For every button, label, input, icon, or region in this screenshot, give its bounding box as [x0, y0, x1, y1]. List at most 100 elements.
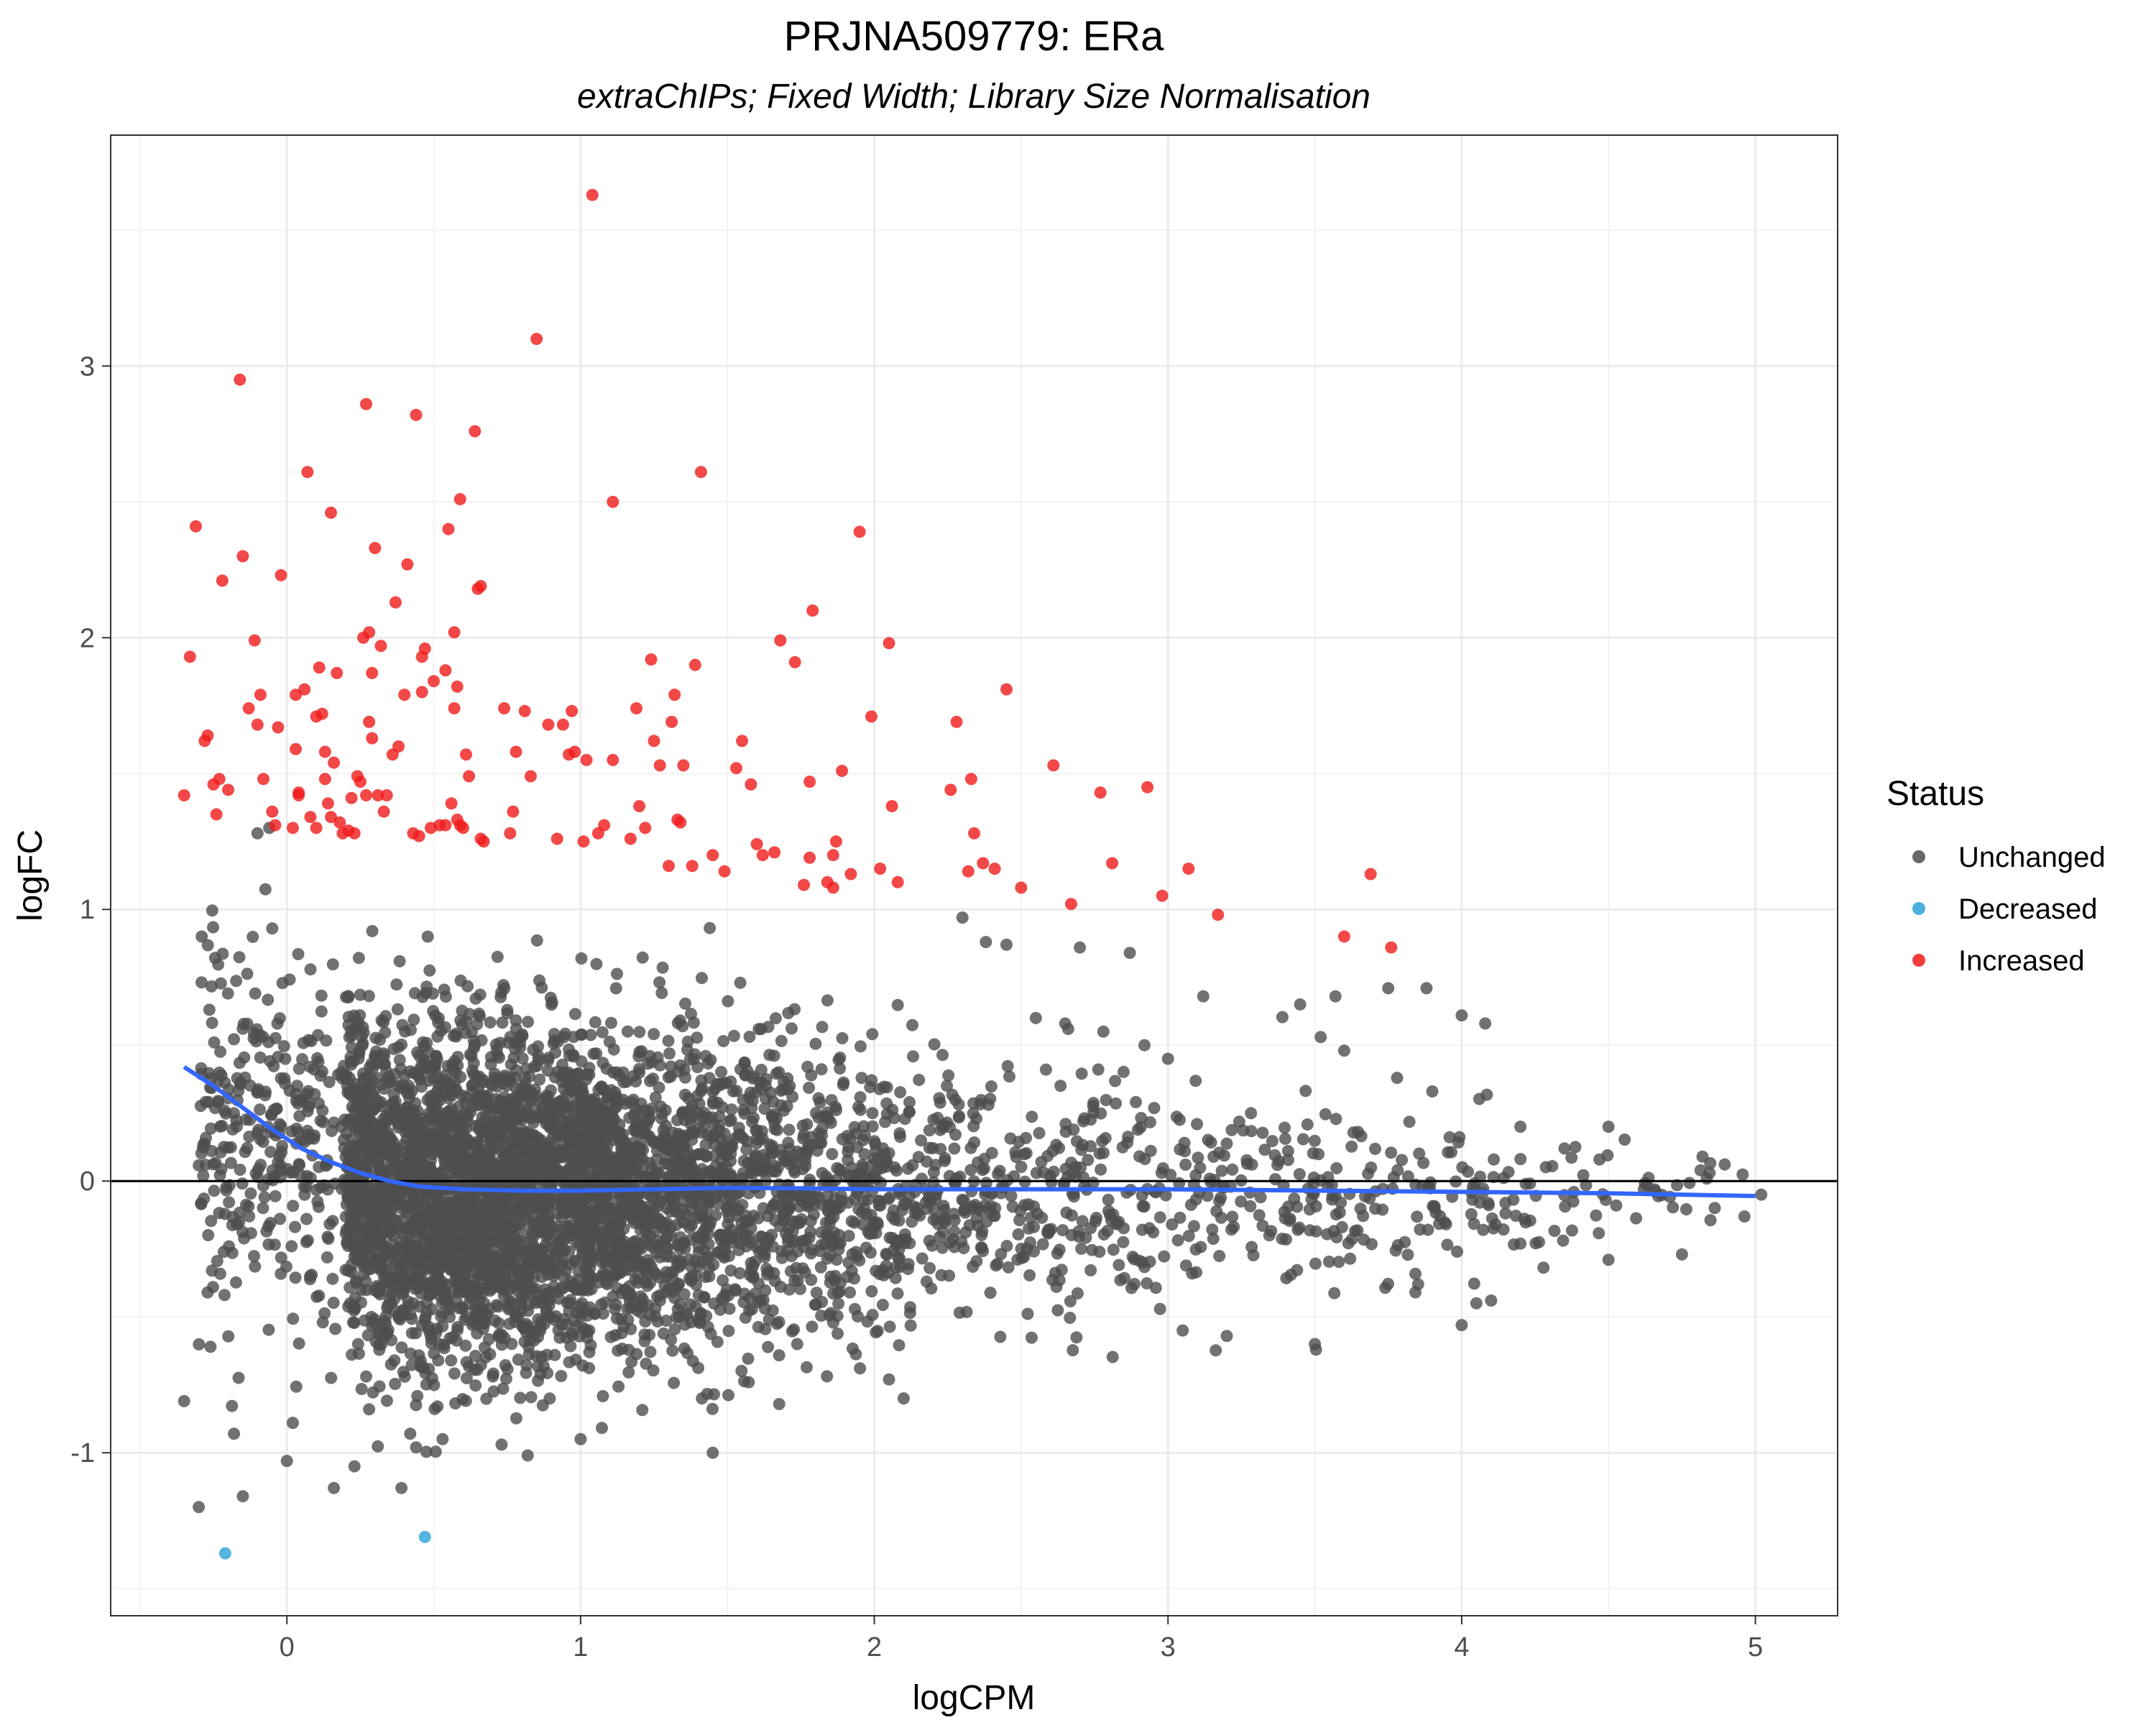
point-unchanged — [1005, 1190, 1018, 1202]
point-unchanged — [708, 1150, 721, 1162]
point-unchanged — [1439, 1218, 1452, 1230]
point-unchanged — [1354, 1202, 1367, 1215]
point-unchanged — [602, 1131, 614, 1144]
point-unchanged — [393, 1241, 406, 1254]
point-unchanged — [691, 1061, 704, 1074]
point-unchanged — [731, 1232, 743, 1245]
point-unchanged — [275, 1267, 287, 1280]
point-unchanged — [348, 1219, 361, 1232]
point-unchanged — [668, 1376, 681, 1389]
point-unchanged — [274, 1164, 287, 1177]
point-unchanged — [797, 1132, 810, 1145]
point-unchanged — [1143, 1116, 1156, 1128]
point-unchanged — [970, 1212, 983, 1225]
point-unchanged — [633, 1046, 646, 1058]
point-unchanged — [1577, 1169, 1590, 1182]
point-unchanged — [845, 1162, 858, 1174]
point-unchanged — [241, 967, 254, 980]
point-unchanged — [666, 1165, 679, 1178]
point-unchanged — [216, 947, 229, 960]
point-unchanged — [733, 1267, 746, 1279]
point-unchanged — [1468, 1218, 1480, 1230]
point-unchanged — [1076, 1215, 1089, 1228]
point-unchanged — [596, 1307, 609, 1320]
point-unchanged — [742, 1376, 755, 1389]
point-unchanged — [1509, 1210, 1522, 1222]
point-unchanged — [549, 1046, 562, 1059]
point-unchanged — [820, 1170, 833, 1183]
point-unchanged — [226, 1246, 239, 1259]
point-unchanged — [200, 1131, 212, 1144]
point-unchanged — [323, 1218, 336, 1230]
point-unchanged — [742, 1352, 755, 1365]
point-unchanged — [206, 1264, 218, 1277]
point-unchanged — [339, 1227, 352, 1240]
point-unchanged — [865, 1285, 878, 1298]
point-unchanged — [520, 1154, 533, 1167]
point-unchanged — [1362, 1167, 1375, 1180]
point-unchanged — [326, 958, 339, 971]
point-unchanged — [298, 1180, 310, 1193]
point-unchanged — [562, 1078, 575, 1091]
point-unchanged — [257, 1202, 270, 1215]
point-unchanged — [640, 1118, 653, 1131]
point-unchanged — [984, 1287, 997, 1300]
point-unchanged — [889, 1271, 902, 1284]
point-unchanged — [494, 990, 507, 1003]
point-unchanged — [994, 1330, 1007, 1343]
point-unchanged — [834, 1277, 847, 1290]
point-unchanged — [292, 948, 305, 960]
point-unchanged — [447, 1062, 460, 1075]
point-unchanged — [561, 1147, 573, 1160]
point-unchanged — [785, 1265, 797, 1278]
point-unchanged — [618, 1264, 631, 1276]
point-unchanged — [673, 1277, 686, 1290]
point-unchanged — [206, 1016, 218, 1029]
point-unchanged — [681, 1044, 694, 1056]
point-unchanged — [737, 1103, 750, 1116]
point-unchanged — [568, 1110, 581, 1123]
point-unchanged — [528, 1128, 540, 1141]
point-unchanged — [206, 904, 218, 917]
point-unchanged — [205, 980, 218, 993]
point-unchanged — [403, 1141, 416, 1154]
point-unchanged — [959, 1226, 972, 1239]
point-unchanged — [355, 1284, 368, 1296]
point-unchanged — [292, 1158, 305, 1171]
point-unchanged — [1010, 1151, 1023, 1164]
point-unchanged — [345, 1266, 358, 1279]
point-unchanged — [473, 1305, 486, 1318]
point-unchanged — [1293, 1168, 1306, 1181]
point-unchanged — [1053, 1243, 1066, 1256]
point-unchanged — [1276, 1011, 1289, 1024]
point-unchanged — [454, 1070, 467, 1083]
point-unchanged — [846, 1248, 859, 1261]
point-unchanged — [393, 1054, 406, 1067]
point-unchanged — [209, 1156, 222, 1169]
point-unchanged — [222, 1330, 235, 1343]
point-unchanged — [527, 1044, 540, 1056]
point-unchanged — [1066, 1209, 1078, 1222]
point-unchanged — [196, 1141, 209, 1154]
point-unchanged — [563, 1043, 575, 1056]
point-unchanged — [373, 1325, 386, 1338]
point-unchanged — [627, 1093, 640, 1106]
point-unchanged — [431, 1266, 444, 1279]
point-unchanged — [484, 1252, 497, 1265]
point-unchanged — [590, 957, 603, 970]
point-unchanged — [948, 1214, 961, 1227]
point-unchanged — [1084, 1264, 1097, 1276]
point-unchanged — [262, 993, 275, 1006]
point-unchanged — [496, 1099, 509, 1112]
point-unchanged — [421, 1230, 434, 1243]
point-unchanged — [1182, 1230, 1195, 1243]
point-unchanged — [957, 1194, 970, 1207]
point-unchanged — [421, 930, 434, 943]
point-unchanged — [484, 1016, 497, 1029]
point-unchanged — [530, 1294, 543, 1307]
point-unchanged — [876, 1299, 889, 1311]
point-unchanged — [576, 1146, 589, 1159]
point-unchanged — [685, 1274, 698, 1287]
point-unchanged — [778, 1104, 791, 1117]
point-unchanged — [1008, 1170, 1021, 1183]
